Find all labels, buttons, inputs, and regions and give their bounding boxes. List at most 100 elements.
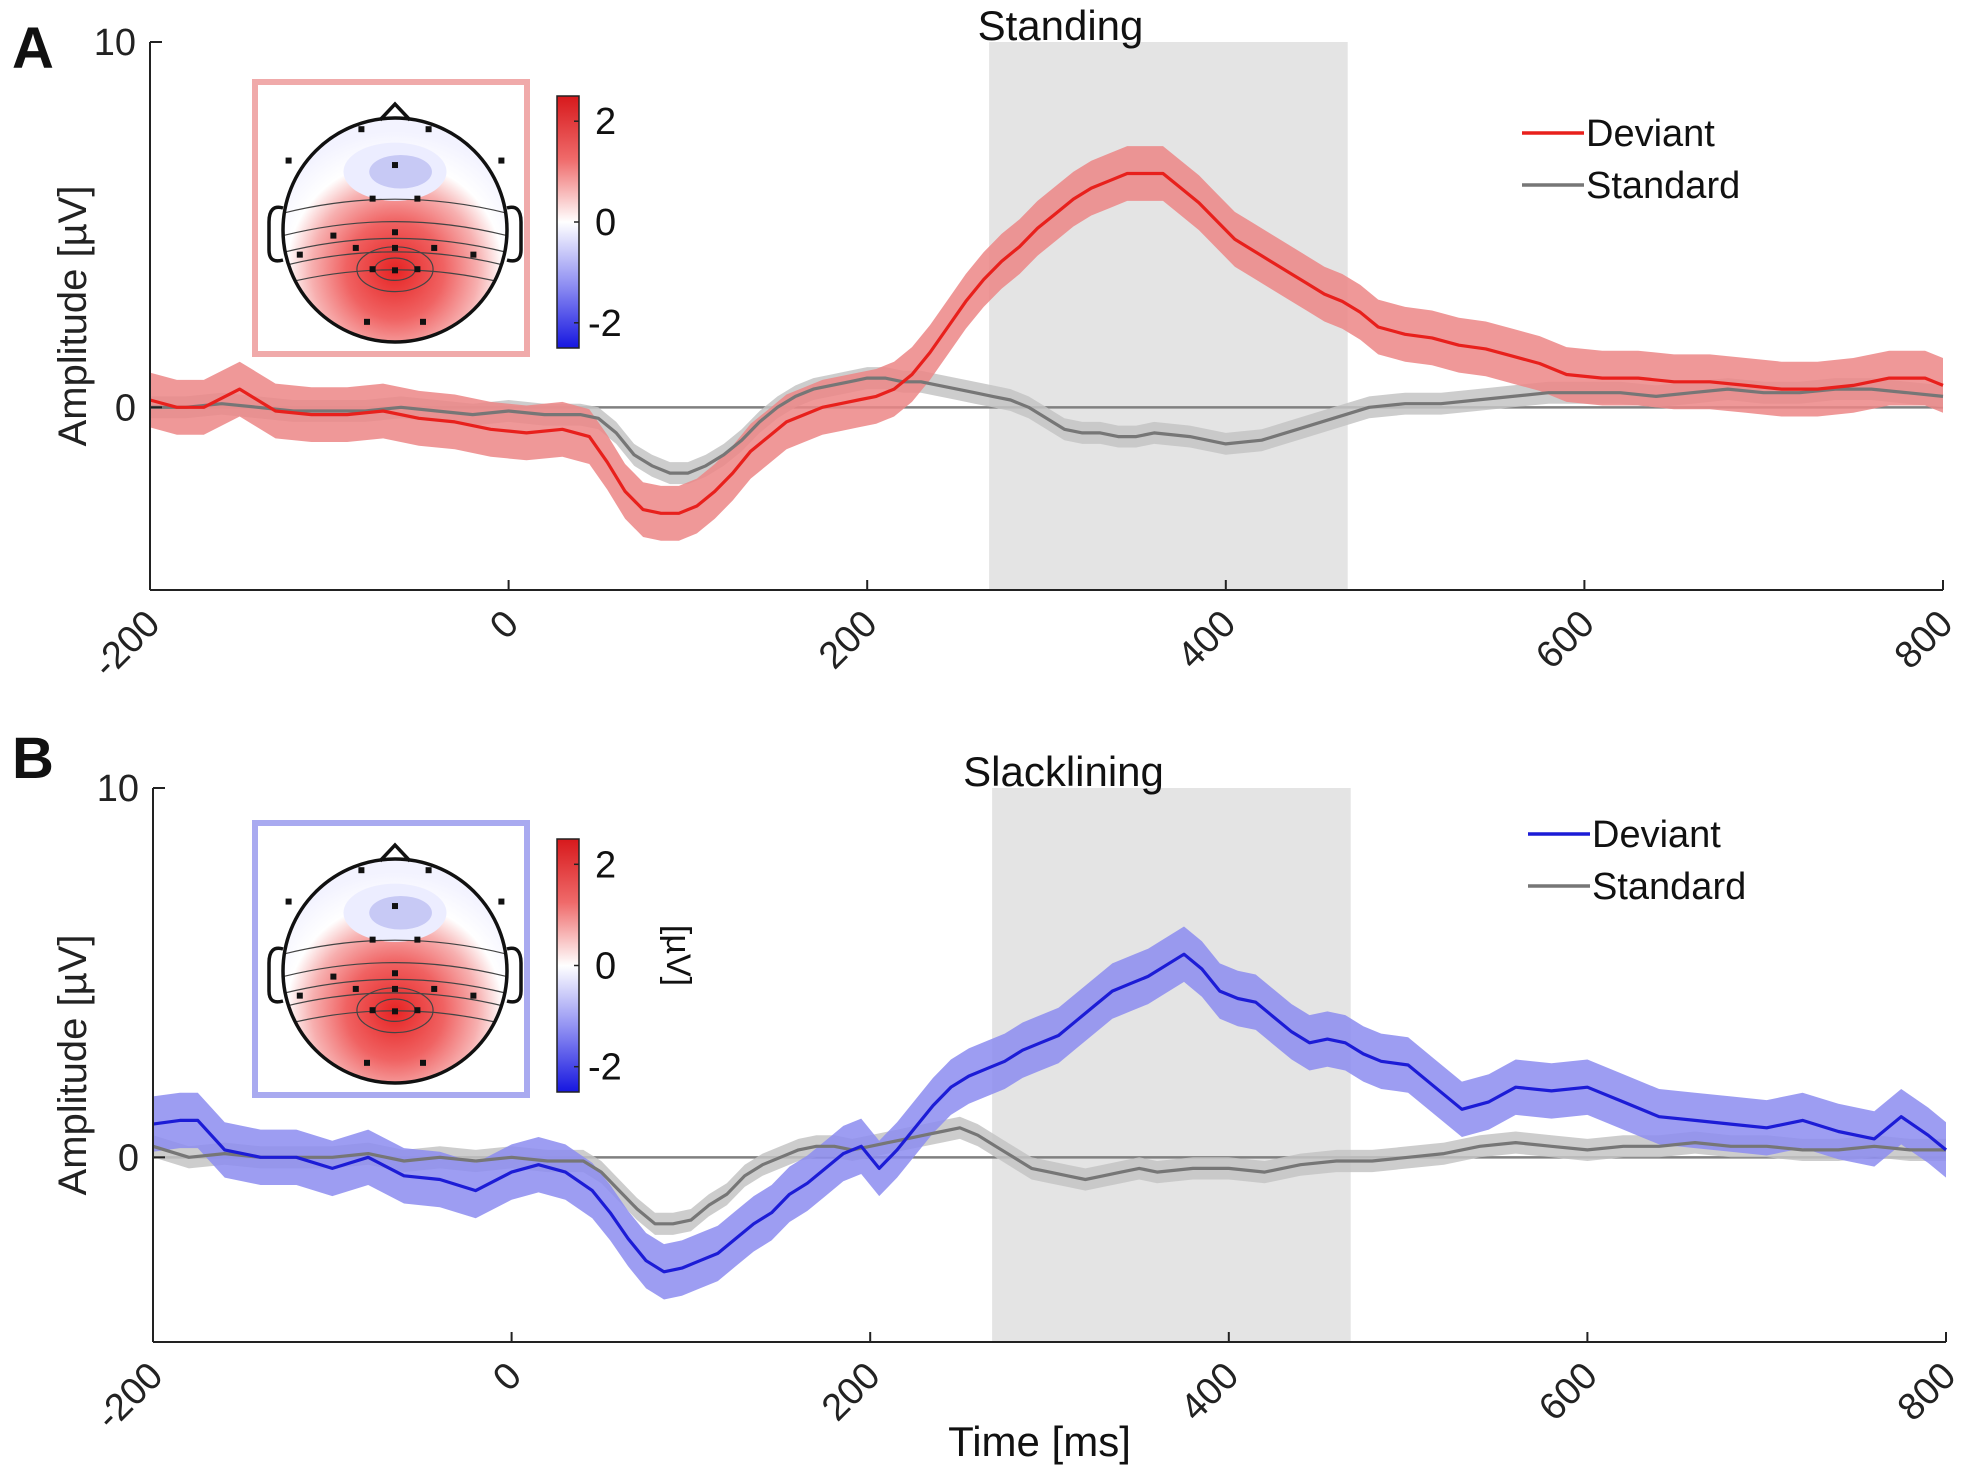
series-line-deviant (152, 952, 1948, 1274)
colorbar-tick-label: 2 (595, 101, 616, 143)
x-tick-label: -200 (88, 1355, 171, 1438)
electrode-marker (498, 898, 505, 905)
scalp-negative-field-inner (369, 895, 432, 930)
electrode-marker (470, 992, 477, 999)
electrode-marker (414, 195, 421, 202)
colorbar-tick-label: -2 (588, 303, 622, 345)
electrode-marker (392, 267, 398, 274)
electrode-marker (392, 985, 398, 992)
x-tick-label: 600 (1528, 603, 1603, 678)
x-tick-label: 800 (1890, 1355, 1965, 1430)
y-tick-label: 0 (118, 1137, 139, 1179)
ci-band-standard (153, 1116, 1946, 1235)
panel-title: Slacklining (963, 748, 1164, 795)
contour-line (283, 939, 507, 955)
electrode-marker (352, 985, 359, 992)
legend-label: Standard (1592, 866, 1746, 908)
electrode-marker (369, 266, 376, 273)
left-ear (267, 205, 284, 263)
electrode-marker (358, 867, 365, 874)
x-tick-label: 400 (1173, 1355, 1248, 1430)
electrode-marker (498, 157, 505, 164)
series-line-standard (150, 376, 1944, 475)
analysis-window (989, 42, 1348, 590)
topomap-fill (283, 859, 507, 1083)
contour-line (283, 251, 507, 267)
electrode-marker (392, 1008, 398, 1015)
electrode-marker (392, 970, 398, 977)
x-axis-label: Time [ms] (948, 1418, 1131, 1465)
panel-label: B (12, 726, 54, 791)
electrode-marker (414, 266, 421, 273)
head-outline (281, 857, 509, 1085)
x-tick-label: -200 (85, 603, 168, 686)
left-ear (267, 946, 284, 1004)
electrode-marker (392, 903, 398, 910)
electrode-marker (392, 244, 398, 251)
contour-line (283, 237, 507, 253)
panel-a: 0 10 -200 0 200 400 600 800 Amplitude [µV] Standi… (12, 2, 1961, 686)
x-tick-label: 400 (1170, 603, 1245, 678)
y-axis-label: Amplitude [µV] (51, 186, 95, 447)
colorbar-tick-label: 0 (595, 202, 616, 244)
legend-label: Deviant (1586, 113, 1715, 155)
electrode-marker (420, 318, 426, 325)
contour-line (283, 198, 507, 214)
electrode-marker (352, 244, 359, 251)
colorbar-unit-label: [µV] (659, 925, 697, 986)
colorbar-tick-label: -2 (588, 1047, 622, 1089)
electrode-marker (414, 1007, 421, 1014)
electrode-marker (285, 898, 292, 905)
y-tick-label: 10 (97, 768, 139, 810)
electrode-marker (296, 251, 303, 258)
electrode-marker (414, 936, 421, 943)
x-tick-label: 200 (811, 603, 886, 678)
ci-band-deviant (153, 926, 1946, 1300)
ci-band-standard (150, 367, 1943, 485)
legend-label: Standard (1586, 165, 1740, 207)
nose (378, 101, 412, 122)
electrode-marker (369, 195, 376, 202)
contour-line (283, 978, 507, 994)
panel-title: Standing (978, 2, 1144, 49)
electrode-marker (364, 318, 370, 325)
electrode-marker (364, 1059, 370, 1066)
contour-line (283, 992, 507, 1008)
electrode-marker (296, 992, 303, 999)
x-tick-label: 200 (814, 1355, 889, 1430)
series-line-standard (152, 1126, 1946, 1226)
electrode-marker (330, 232, 337, 239)
electrode-marker (470, 251, 477, 258)
electrode-marker (431, 985, 438, 992)
electrode-marker (369, 936, 376, 943)
x-tick-label: 0 (485, 1355, 530, 1400)
panel-label: A (12, 16, 54, 81)
right-ear (506, 946, 523, 1004)
right-ear (506, 205, 523, 263)
scalp-negative-field-inner (369, 154, 432, 189)
y-tick-label: 10 (94, 22, 136, 64)
contour-line (283, 221, 507, 237)
series-line-deviant (149, 171, 1944, 515)
electrode-marker (425, 867, 432, 874)
electrode-marker (392, 229, 398, 236)
electrode-marker (358, 126, 365, 133)
nose (378, 842, 412, 863)
electrode-marker (392, 162, 398, 169)
ci-band-deviant (150, 146, 1943, 541)
y-axis-label: Amplitude [µV] (51, 935, 95, 1196)
x-tick-label: 600 (1531, 1355, 1606, 1430)
electrode-marker (420, 1059, 426, 1066)
panel-b: 0 10 -200 0 200 400 600 800 Amplitude [µV] Slackl… (12, 726, 1964, 1465)
electrode-marker (425, 126, 432, 133)
y-tick-label: 0 (115, 387, 136, 429)
electrode-marker (285, 157, 292, 164)
electrode-marker (369, 1007, 376, 1014)
legend-label: Deviant (1592, 814, 1721, 856)
contour-line (283, 962, 507, 978)
x-tick-label: 800 (1887, 603, 1962, 678)
electrode-marker (330, 973, 337, 980)
colorbar-tick-label: 0 (595, 946, 616, 988)
x-tick-label: 0 (482, 603, 527, 648)
